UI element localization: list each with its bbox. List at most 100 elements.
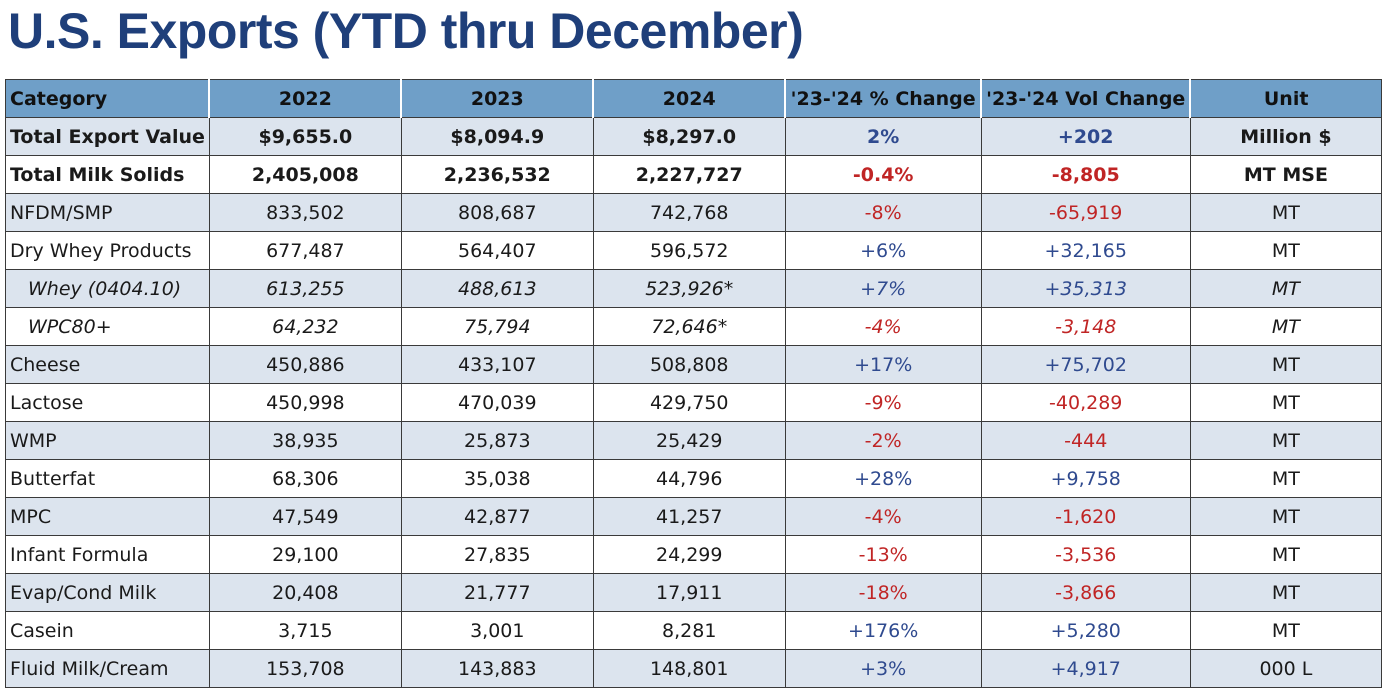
row-category: Evap/Cond Milk xyxy=(5,573,210,612)
table-row: Casein 3,715 3,001 8,281 +176% +5,280 MT xyxy=(5,611,1382,650)
row-value-2023: 27,835 xyxy=(400,535,594,574)
row-vol-change: -3,148 xyxy=(980,307,1191,346)
row-vol-change: +202 xyxy=(980,117,1191,156)
row-value-2024: 596,572 xyxy=(592,231,786,270)
table-row: WMP 38,935 25,873 25,429 -2% -444 MT xyxy=(5,421,1382,460)
table-row: MPC 47,549 42,877 41,257 -4% -1,620 MT xyxy=(5,497,1382,536)
header-2023: 2023 xyxy=(400,79,595,118)
table-row: WPC80+ 64,232 75,794 72,646* -4% -3,148 MT xyxy=(5,307,1382,346)
row-category: Cheese xyxy=(5,345,210,384)
row-category: Lactose xyxy=(5,383,210,422)
row-vol-change: -3,536 xyxy=(980,535,1191,574)
row-unit: MT xyxy=(1189,269,1382,308)
table-row: NFDM/SMP 833,502 808,687 742,768 -8% -65,919 M… xyxy=(5,193,1382,232)
row-category: Total Export Value xyxy=(5,117,210,156)
row-value-2022: 2,405,008 xyxy=(208,155,402,194)
row-category: Dry Whey Products xyxy=(5,231,210,270)
row-value-2024: 24,299 xyxy=(592,535,786,574)
row-pct-change: +176% xyxy=(784,611,982,650)
row-value-2022: 833,502 xyxy=(208,193,402,232)
row-vol-change: +4,917 xyxy=(980,649,1191,688)
row-pct-change: -9% xyxy=(784,383,982,422)
row-value-2023: 488,613 xyxy=(400,269,594,308)
row-value-2022: 38,935 xyxy=(208,421,402,460)
row-category: NFDM/SMP xyxy=(5,193,210,232)
table-row: Lactose 450,998 470,039 429,750 -9% -40,289 MT xyxy=(5,383,1382,422)
row-category: WMP xyxy=(5,421,210,460)
row-value-2022: 153,708 xyxy=(208,649,402,688)
row-unit: Million $ xyxy=(1189,117,1382,156)
row-value-2024: 429,750 xyxy=(592,383,786,422)
header-pct-change: '23-'24 % Change xyxy=(784,79,983,118)
row-vol-change: -3,866 xyxy=(980,573,1191,612)
row-value-2024: 8,281 xyxy=(592,611,786,650)
row-pct-change: -8% xyxy=(784,193,982,232)
row-unit: MT MSE xyxy=(1189,155,1382,194)
row-value-2024: 148,801 xyxy=(592,649,786,688)
row-value-2023: 564,407 xyxy=(400,231,594,270)
header-2024: 2024 xyxy=(592,79,787,118)
row-pct-change: +7% xyxy=(784,269,982,308)
row-value-2024: 25,429 xyxy=(592,421,786,460)
row-value-2023: 2,236,532 xyxy=(400,155,594,194)
row-vol-change: -1,620 xyxy=(980,497,1191,536)
row-value-2022: 677,487 xyxy=(208,231,402,270)
table-row: Fluid Milk/Cream 153,708 143,883 148,801 +3%… xyxy=(5,649,1382,688)
row-unit: MT xyxy=(1189,383,1382,422)
row-unit: MT xyxy=(1189,421,1382,460)
row-pct-change: +3% xyxy=(784,649,982,688)
row-value-2023: 143,883 xyxy=(400,649,594,688)
row-vol-change: +5,280 xyxy=(980,611,1191,650)
row-value-2024: $8,297.0 xyxy=(592,117,786,156)
page-title: U.S. Exports (YTD thru December) xyxy=(8,3,804,59)
row-category: Butterfat xyxy=(5,459,210,498)
row-value-2024: 17,911 xyxy=(592,573,786,612)
row-value-2023: 3,001 xyxy=(400,611,594,650)
row-pct-change: -18% xyxy=(784,573,982,612)
row-value-2022: 3,715 xyxy=(208,611,402,650)
row-unit: MT xyxy=(1189,345,1382,384)
row-value-2024: 41,257 xyxy=(592,497,786,536)
row-pct-change: +28% xyxy=(784,459,982,498)
row-vol-change: +75,702 xyxy=(980,345,1191,384)
row-unit: MT xyxy=(1189,459,1382,498)
row-value-2022: $9,655.0 xyxy=(208,117,402,156)
row-pct-change: -13% xyxy=(784,535,982,574)
row-value-2022: 29,100 xyxy=(208,535,402,574)
row-pct-change: +17% xyxy=(784,345,982,384)
row-value-2023: 25,873 xyxy=(400,421,594,460)
row-category: Casein xyxy=(5,611,210,650)
header-category: Category xyxy=(5,79,211,118)
row-category: MPC xyxy=(5,497,210,536)
table-row: Butterfat 68,306 35,038 44,796 +28% +9,758 MT xyxy=(5,459,1382,498)
row-unit: MT xyxy=(1189,611,1382,650)
row-vol-change: -444 xyxy=(980,421,1191,460)
row-unit: MT xyxy=(1189,497,1382,536)
row-value-2023: 42,877 xyxy=(400,497,594,536)
row-value-2024: 44,796 xyxy=(592,459,786,498)
table-row: Dry Whey Products 677,487 564,407 596,572 +6… xyxy=(5,231,1382,270)
row-value-2023: 433,107 xyxy=(400,345,594,384)
table-row: Whey (0404.10) 613,255 488,613 523,926* +7% +… xyxy=(5,269,1382,308)
row-vol-change: +32,165 xyxy=(980,231,1191,270)
row-value-2023: 75,794 xyxy=(400,307,594,346)
row-vol-change: +9,758 xyxy=(980,459,1191,498)
row-pct-change: -4% xyxy=(784,307,982,346)
row-pct-change: 2% xyxy=(784,117,982,156)
row-value-2022: 450,998 xyxy=(208,383,402,422)
row-value-2022: 613,255 xyxy=(208,269,402,308)
row-value-2023: 21,777 xyxy=(400,573,594,612)
row-pct-change: -2% xyxy=(784,421,982,460)
row-value-2023: 808,687 xyxy=(400,193,594,232)
table-row: Total Milk Solids 2,405,008 2,236,532 2,227… xyxy=(5,155,1382,194)
row-value-2024: 508,808 xyxy=(592,345,786,384)
row-category: Whey (0404.10) xyxy=(5,269,210,308)
row-value-2022: 20,408 xyxy=(208,573,402,612)
row-value-2024: 72,646* xyxy=(592,307,786,346)
row-value-2023: $8,094.9 xyxy=(400,117,594,156)
row-category: WPC80+ xyxy=(5,307,210,346)
row-pct-change: -4% xyxy=(784,497,982,536)
row-value-2023: 35,038 xyxy=(400,459,594,498)
row-value-2024: 2,227,727 xyxy=(592,155,786,194)
row-category: Fluid Milk/Cream xyxy=(5,649,210,688)
